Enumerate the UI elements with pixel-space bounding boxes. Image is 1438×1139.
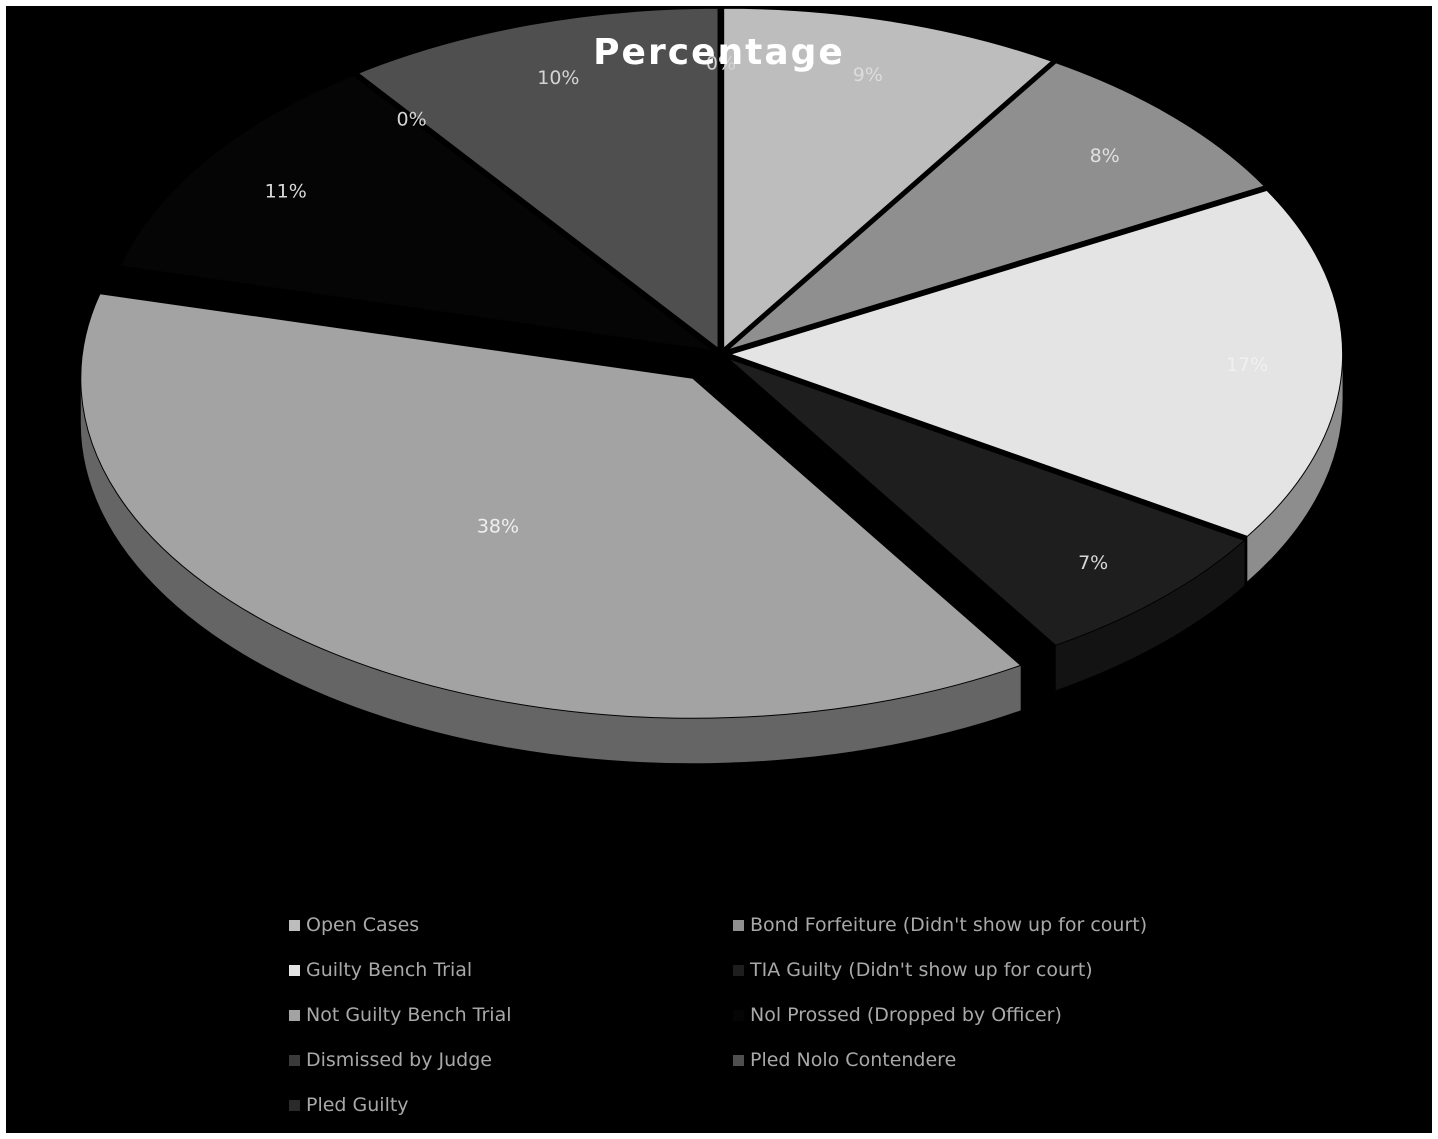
legend-swatch	[289, 1099, 300, 1111]
data-label-tia-guilty-didn-t-show-up-for-court: 7%	[1078, 552, 1108, 574]
legend-swatch	[733, 1009, 744, 1021]
legend-swatch	[733, 919, 744, 931]
data-label-pled-guilty: 0%	[706, 53, 736, 75]
data-label-not-guilty-bench-trial: 38%	[477, 516, 519, 538]
legend-label: Bond Forfeiture (Didn't show up for cour…	[750, 914, 1148, 936]
legend-label: Dismissed by Judge	[306, 1049, 492, 1071]
legend-label: Pled Guilty	[306, 1094, 409, 1116]
pie-chart: 9% 8% 17% 7% 38% 11% 0% 10% 0%	[80, 7, 1344, 764]
data-label-guilty-bench-trial: 17%	[1226, 354, 1268, 376]
data-label-bond-forfeiture-didn-t-show-up-for-court: 8%	[1090, 145, 1120, 167]
legend-label: Nol Prossed (Dropped by Officer)	[750, 1004, 1062, 1026]
chart-area: 9% 8% 17% 7% 38% 11% 0% 10% 0% Percentage Open C…	[6, 6, 1432, 1133]
pie-slice-nol-prossed-dropped-by-officer	[119, 74, 715, 352]
pie-slice-tia-guilty-didn-t-show-up-for-court	[727, 357, 1246, 646]
legend-item-dismissed-by-judge: Dismissed by Judge	[289, 1049, 492, 1071]
legend-item-bond-forfeiture-didn-t-show-up-for-court: Bond Forfeiture (Didn't show up for cour…	[733, 914, 1147, 936]
pie-slice-bond-forfeiture-didn-t-show-up-for-court	[727, 62, 1266, 351]
data-label-nol-prossed-dropped-by-officer: 11%	[265, 181, 307, 203]
legend-item-not-guilty-bench-trial: Not Guilty Bench Trial	[289, 1004, 512, 1026]
data-label-open-cases: 9%	[853, 64, 883, 86]
pie-slice-pled-nolo-contendere	[357, 7, 719, 350]
data-label-dismissed-by-judge: 0%	[397, 108, 427, 130]
legend-item-open-cases: Open Cases	[289, 914, 419, 936]
pie-slice-guilty-bench-trial	[728, 189, 1344, 537]
pie-slice-open-cases	[723, 7, 1053, 350]
legend-swatch	[733, 964, 744, 976]
legend-item-guilty-bench-trial: Guilty Bench Trial	[289, 959, 472, 981]
legend-item-nol-prossed-dropped-by-officer: Nol Prossed (Dropped by Officer)	[733, 1004, 1062, 1026]
legend-item-tia-guilty-didn-t-show-up-for-court: TIA Guilty (Didn't show up for court)	[733, 959, 1093, 981]
legend-label: TIA Guilty (Didn't show up for court)	[750, 959, 1093, 981]
legend-swatch	[289, 964, 300, 976]
pie-side-tia-guilty-didn-t-show-up-for-court	[1055, 540, 1245, 691]
legend-item-pled-nolo-contendere: Pled Nolo Contendere	[733, 1049, 956, 1071]
legend-label: Open Cases	[306, 914, 420, 936]
pie-side-not-guilty-bench-trial	[80, 378, 1021, 764]
legend-swatch	[733, 1054, 744, 1066]
legend-label: Guilty Bench Trial	[306, 959, 473, 981]
legend-swatch	[289, 1009, 300, 1021]
pie-side-guilty-bench-trial	[1247, 354, 1343, 582]
legend-swatch	[289, 1054, 300, 1066]
legend-item-pled-guilty: Pled Guilty	[289, 1094, 409, 1116]
chart-title: Percentage	[593, 32, 845, 73]
legend-label: Not Guilty Bench Trial	[306, 1004, 512, 1026]
legend-swatch	[289, 919, 300, 931]
legend-label: Pled Nolo Contendere	[750, 1049, 957, 1071]
data-label-pled-nolo-contendere: 10%	[537, 67, 579, 89]
pie-slice-not-guilty-bench-trial	[80, 293, 1022, 719]
